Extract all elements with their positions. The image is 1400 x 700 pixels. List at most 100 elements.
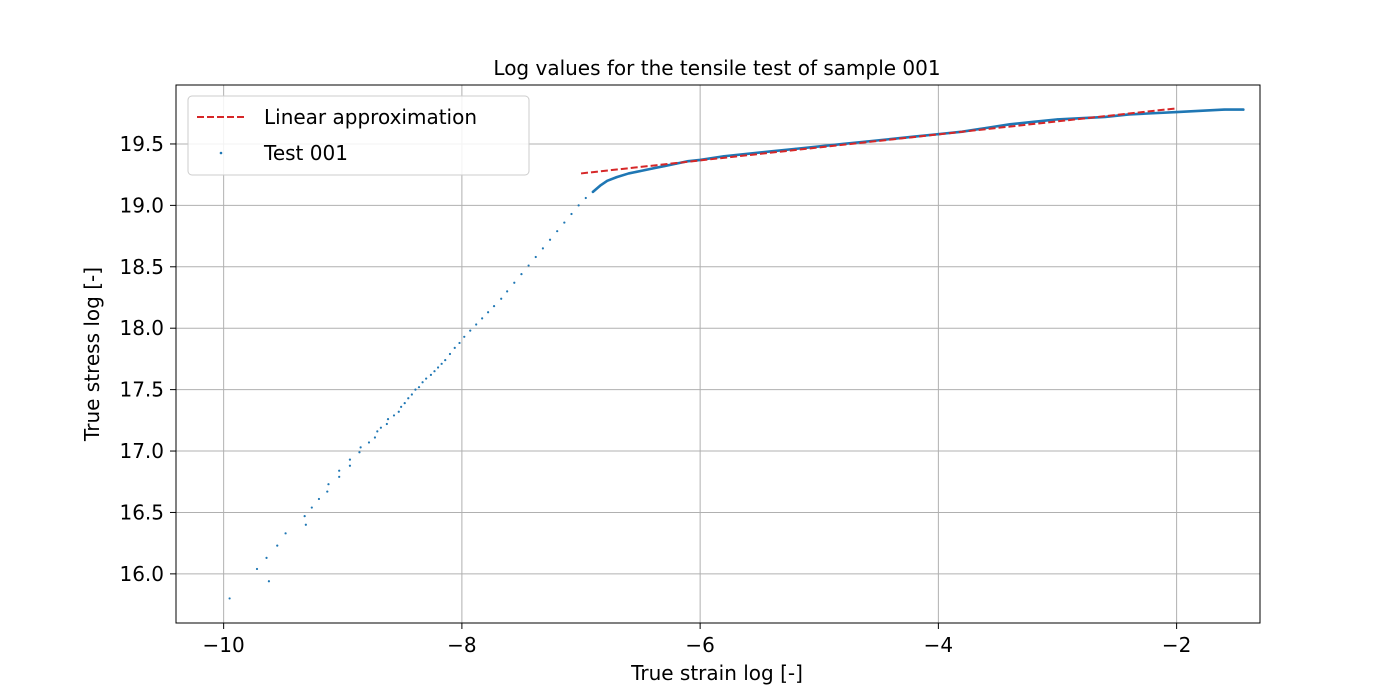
test-001-point xyxy=(475,323,478,326)
test-001-point xyxy=(1032,120,1035,123)
test-001-point xyxy=(513,281,516,284)
test-001-point xyxy=(392,414,396,417)
test-001-point xyxy=(267,580,271,583)
y-axis-title: True stress log [-] xyxy=(80,267,104,442)
test-001-point xyxy=(606,179,609,182)
test-001-point xyxy=(385,422,388,426)
test-001-point xyxy=(358,451,361,454)
test-001-point xyxy=(440,362,443,365)
legend: Linear approximation Test 001 xyxy=(187,95,530,176)
y-tick-label: 19.5 xyxy=(119,132,164,156)
test-001-point xyxy=(310,506,313,509)
test-001-point xyxy=(444,359,447,362)
test-001-point xyxy=(577,204,580,207)
y-tick-label: 18.0 xyxy=(119,316,164,340)
test-001-point xyxy=(276,544,279,547)
test-001-point xyxy=(414,388,417,391)
test-001-point xyxy=(556,230,559,233)
x-tick-label: −8 xyxy=(447,633,476,657)
test-001-point xyxy=(746,152,749,155)
test-001-point xyxy=(304,523,307,526)
test-001-point xyxy=(386,418,390,421)
test-001-point xyxy=(338,475,341,478)
test-001-point xyxy=(463,335,466,338)
x-tick-label: −4 xyxy=(924,633,953,657)
test-001-point xyxy=(1242,108,1245,111)
y-tick-label: 18.5 xyxy=(119,255,164,279)
x-tick-label: −10 xyxy=(203,633,245,657)
test-001-point xyxy=(433,370,436,373)
test-001-point xyxy=(687,160,690,163)
test-001-point xyxy=(327,483,330,486)
test-001-point xyxy=(379,426,382,429)
test-001-point xyxy=(520,273,523,276)
test-001-point xyxy=(639,169,642,173)
test-001-point xyxy=(417,386,421,389)
test-001-point xyxy=(527,264,530,267)
chart-title: Log values for the tensile test of sampl… xyxy=(493,56,940,80)
test-001-point xyxy=(338,469,341,472)
test-001-point xyxy=(453,346,456,349)
y-tick-label: 16.5 xyxy=(119,500,164,524)
test-001-point xyxy=(367,441,371,444)
grid xyxy=(176,85,1260,623)
test-001-point xyxy=(500,297,503,300)
test-001-point xyxy=(373,436,377,439)
test-001-point xyxy=(627,172,630,175)
test-001-point xyxy=(228,597,231,600)
test-001-point xyxy=(615,176,618,179)
test-001-point xyxy=(1175,110,1178,114)
x-axis-title: True strain log [-] xyxy=(630,661,803,685)
y-tick-label: 16.0 xyxy=(119,562,164,586)
test-001-point xyxy=(317,497,321,501)
test-001-point xyxy=(1056,118,1059,121)
x-tick-label: −6 xyxy=(685,633,714,657)
test-001-point xyxy=(486,311,490,314)
axis-ticks: −10 −8 −6 −4 −2 16.0 16.5 17.0 17.5 18.0 18.5 19.0 1… xyxy=(119,132,1191,657)
test-001-point xyxy=(425,377,428,380)
legend-label-test: Test 001 xyxy=(263,141,348,165)
y-tick-label: 17.0 xyxy=(119,439,164,463)
test-001-point xyxy=(1008,123,1011,126)
test-001-point xyxy=(284,532,287,535)
legend-label-linear: Linear approximation xyxy=(264,105,477,129)
test-001-point xyxy=(410,393,413,396)
test-001-point xyxy=(591,190,595,193)
test-001-point xyxy=(400,405,403,408)
test-001-point xyxy=(570,212,573,216)
test-001-point xyxy=(265,556,268,559)
test-001-point xyxy=(458,341,461,345)
test-001-point xyxy=(534,255,537,259)
test-001-point xyxy=(255,567,259,571)
test-001-point xyxy=(348,464,352,467)
plot-area-frame xyxy=(175,84,1261,624)
test-001-point xyxy=(506,290,509,293)
test-001-point xyxy=(421,381,424,384)
test-001-point xyxy=(541,247,544,250)
test-001-point xyxy=(663,164,666,168)
test-001-point xyxy=(1199,109,1202,112)
test-001-point xyxy=(397,410,400,413)
test-001-point xyxy=(492,304,496,308)
test-001-point xyxy=(481,317,484,320)
test-001-point xyxy=(407,397,410,400)
test-001-point xyxy=(303,515,306,518)
x-tick-label: −2 xyxy=(1162,633,1191,657)
legend-swatch-test xyxy=(219,151,223,155)
test-001-point xyxy=(436,366,440,369)
test-001-point xyxy=(348,458,352,461)
test-001-point xyxy=(651,167,654,170)
test-001-point xyxy=(448,352,452,356)
test-001-point xyxy=(376,430,379,433)
test-001-point xyxy=(563,221,566,224)
y-tick-label: 19.0 xyxy=(119,193,164,217)
test-001-point xyxy=(584,196,587,200)
test-001-point xyxy=(469,329,472,332)
test-001-point xyxy=(326,490,329,493)
test-001-point xyxy=(429,373,433,376)
test-001-point xyxy=(1223,108,1226,111)
y-tick-label: 17.5 xyxy=(119,378,164,402)
test-001-point xyxy=(598,184,602,187)
test-001-point xyxy=(359,446,362,449)
